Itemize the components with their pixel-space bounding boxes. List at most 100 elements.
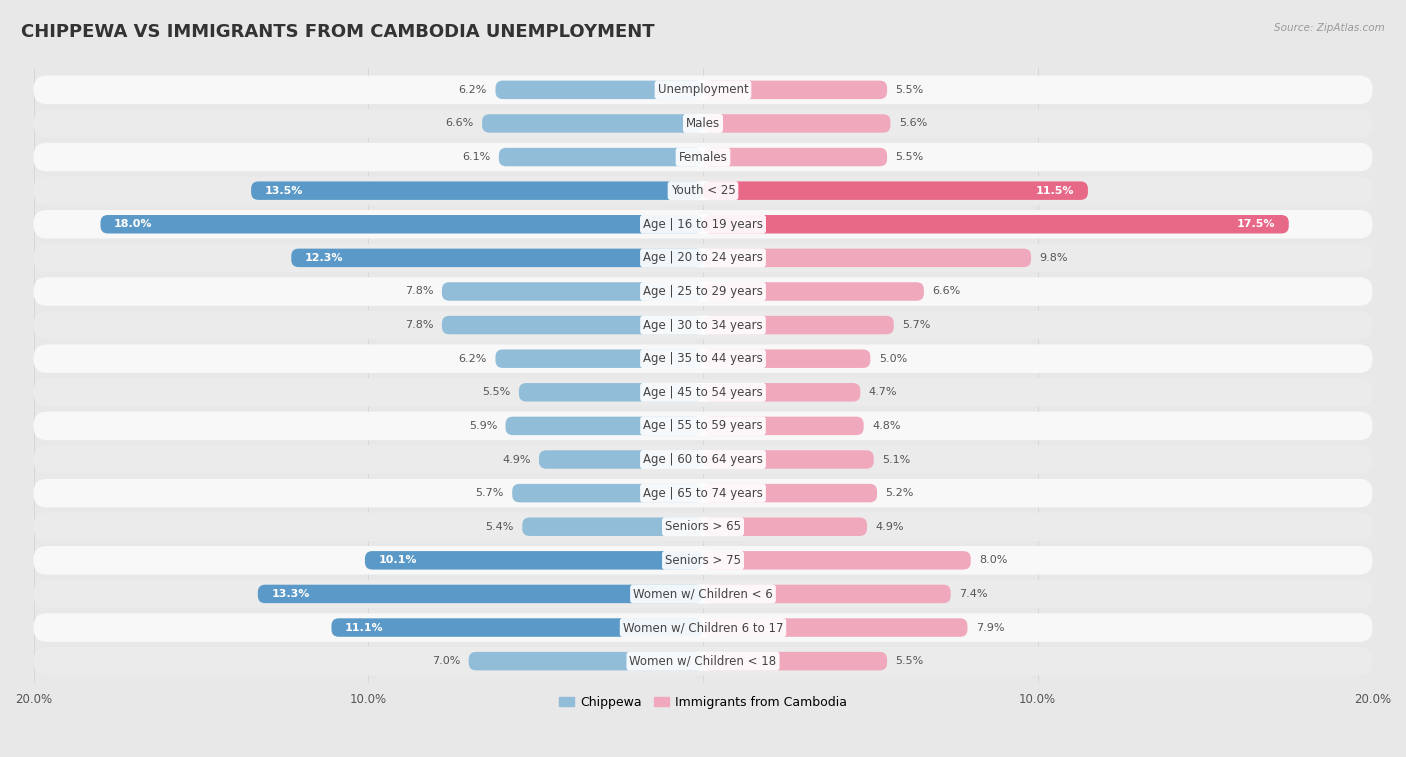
Text: Age | 16 to 19 years: Age | 16 to 19 years <box>643 218 763 231</box>
FancyBboxPatch shape <box>703 182 1088 200</box>
FancyBboxPatch shape <box>703 416 863 435</box>
FancyBboxPatch shape <box>703 450 873 469</box>
FancyBboxPatch shape <box>100 215 703 233</box>
Text: 5.5%: 5.5% <box>896 152 924 162</box>
FancyBboxPatch shape <box>468 652 703 671</box>
Text: 11.5%: 11.5% <box>1036 185 1074 195</box>
Text: 5.6%: 5.6% <box>898 118 927 129</box>
FancyBboxPatch shape <box>332 618 703 637</box>
FancyBboxPatch shape <box>703 148 887 167</box>
FancyBboxPatch shape <box>441 282 703 301</box>
FancyBboxPatch shape <box>34 176 1372 205</box>
Text: 9.8%: 9.8% <box>1039 253 1069 263</box>
FancyBboxPatch shape <box>34 412 1372 440</box>
Text: Unemployment: Unemployment <box>658 83 748 96</box>
Text: 5.0%: 5.0% <box>879 354 907 363</box>
FancyBboxPatch shape <box>538 450 703 469</box>
Text: Age | 35 to 44 years: Age | 35 to 44 years <box>643 352 763 365</box>
Text: Age | 25 to 29 years: Age | 25 to 29 years <box>643 285 763 298</box>
FancyBboxPatch shape <box>34 143 1372 171</box>
Text: 7.0%: 7.0% <box>432 656 460 666</box>
FancyBboxPatch shape <box>522 518 703 536</box>
Text: 7.4%: 7.4% <box>959 589 987 599</box>
Text: Women w/ Children < 18: Women w/ Children < 18 <box>630 655 776 668</box>
FancyBboxPatch shape <box>495 350 703 368</box>
Text: 13.3%: 13.3% <box>271 589 309 599</box>
Text: 4.8%: 4.8% <box>872 421 900 431</box>
FancyBboxPatch shape <box>34 613 1372 642</box>
FancyBboxPatch shape <box>366 551 703 569</box>
FancyBboxPatch shape <box>703 518 868 536</box>
Text: Age | 20 to 24 years: Age | 20 to 24 years <box>643 251 763 264</box>
Text: 13.5%: 13.5% <box>264 185 302 195</box>
FancyBboxPatch shape <box>703 248 1031 267</box>
FancyBboxPatch shape <box>703 584 950 603</box>
FancyBboxPatch shape <box>257 584 703 603</box>
FancyBboxPatch shape <box>703 652 887 671</box>
FancyBboxPatch shape <box>482 114 703 132</box>
FancyBboxPatch shape <box>703 484 877 503</box>
FancyBboxPatch shape <box>34 109 1372 138</box>
FancyBboxPatch shape <box>291 248 703 267</box>
Text: 5.4%: 5.4% <box>485 522 513 531</box>
FancyBboxPatch shape <box>34 277 1372 306</box>
Text: Youth < 25: Youth < 25 <box>671 184 735 197</box>
FancyBboxPatch shape <box>495 80 703 99</box>
FancyBboxPatch shape <box>703 316 894 335</box>
Text: 5.7%: 5.7% <box>475 488 503 498</box>
FancyBboxPatch shape <box>34 378 1372 407</box>
FancyBboxPatch shape <box>506 416 703 435</box>
Text: Age | 30 to 34 years: Age | 30 to 34 years <box>643 319 763 332</box>
FancyBboxPatch shape <box>512 484 703 503</box>
FancyBboxPatch shape <box>703 551 970 569</box>
Text: Women w/ Children 6 to 17: Women w/ Children 6 to 17 <box>623 621 783 634</box>
FancyBboxPatch shape <box>34 244 1372 273</box>
FancyBboxPatch shape <box>34 546 1372 575</box>
FancyBboxPatch shape <box>34 76 1372 104</box>
FancyBboxPatch shape <box>703 618 967 637</box>
Text: 4.9%: 4.9% <box>502 454 530 465</box>
Text: 17.5%: 17.5% <box>1237 220 1275 229</box>
Text: Seniors > 75: Seniors > 75 <box>665 554 741 567</box>
Text: Age | 65 to 74 years: Age | 65 to 74 years <box>643 487 763 500</box>
Text: Males: Males <box>686 117 720 130</box>
Text: 12.3%: 12.3% <box>305 253 343 263</box>
Legend: Chippewa, Immigrants from Cambodia: Chippewa, Immigrants from Cambodia <box>554 690 852 714</box>
FancyBboxPatch shape <box>34 210 1372 238</box>
Text: 6.6%: 6.6% <box>932 286 960 297</box>
FancyBboxPatch shape <box>519 383 703 401</box>
FancyBboxPatch shape <box>34 479 1372 507</box>
Text: 7.8%: 7.8% <box>405 320 433 330</box>
FancyBboxPatch shape <box>703 282 924 301</box>
FancyBboxPatch shape <box>34 445 1372 474</box>
FancyBboxPatch shape <box>703 80 887 99</box>
FancyBboxPatch shape <box>34 647 1372 675</box>
FancyBboxPatch shape <box>34 580 1372 608</box>
Text: 6.2%: 6.2% <box>458 85 486 95</box>
Text: 6.6%: 6.6% <box>446 118 474 129</box>
Text: Females: Females <box>679 151 727 164</box>
Text: Age | 45 to 54 years: Age | 45 to 54 years <box>643 386 763 399</box>
FancyBboxPatch shape <box>34 344 1372 373</box>
FancyBboxPatch shape <box>499 148 703 167</box>
Text: 5.2%: 5.2% <box>886 488 914 498</box>
FancyBboxPatch shape <box>34 311 1372 339</box>
FancyBboxPatch shape <box>703 383 860 401</box>
FancyBboxPatch shape <box>703 114 890 132</box>
Text: 5.5%: 5.5% <box>482 388 510 397</box>
Text: 5.5%: 5.5% <box>896 85 924 95</box>
Text: Age | 55 to 59 years: Age | 55 to 59 years <box>643 419 763 432</box>
Text: 8.0%: 8.0% <box>979 556 1008 565</box>
Text: 5.9%: 5.9% <box>468 421 498 431</box>
Text: 7.9%: 7.9% <box>976 622 1004 633</box>
Text: 5.7%: 5.7% <box>903 320 931 330</box>
FancyBboxPatch shape <box>703 215 1289 233</box>
Text: 4.7%: 4.7% <box>869 388 897 397</box>
Text: Seniors > 65: Seniors > 65 <box>665 520 741 533</box>
Text: 11.1%: 11.1% <box>344 622 384 633</box>
Text: 6.2%: 6.2% <box>458 354 486 363</box>
FancyBboxPatch shape <box>252 182 703 200</box>
Text: 18.0%: 18.0% <box>114 220 152 229</box>
Text: 7.8%: 7.8% <box>405 286 433 297</box>
Text: Women w/ Children < 6: Women w/ Children < 6 <box>633 587 773 600</box>
